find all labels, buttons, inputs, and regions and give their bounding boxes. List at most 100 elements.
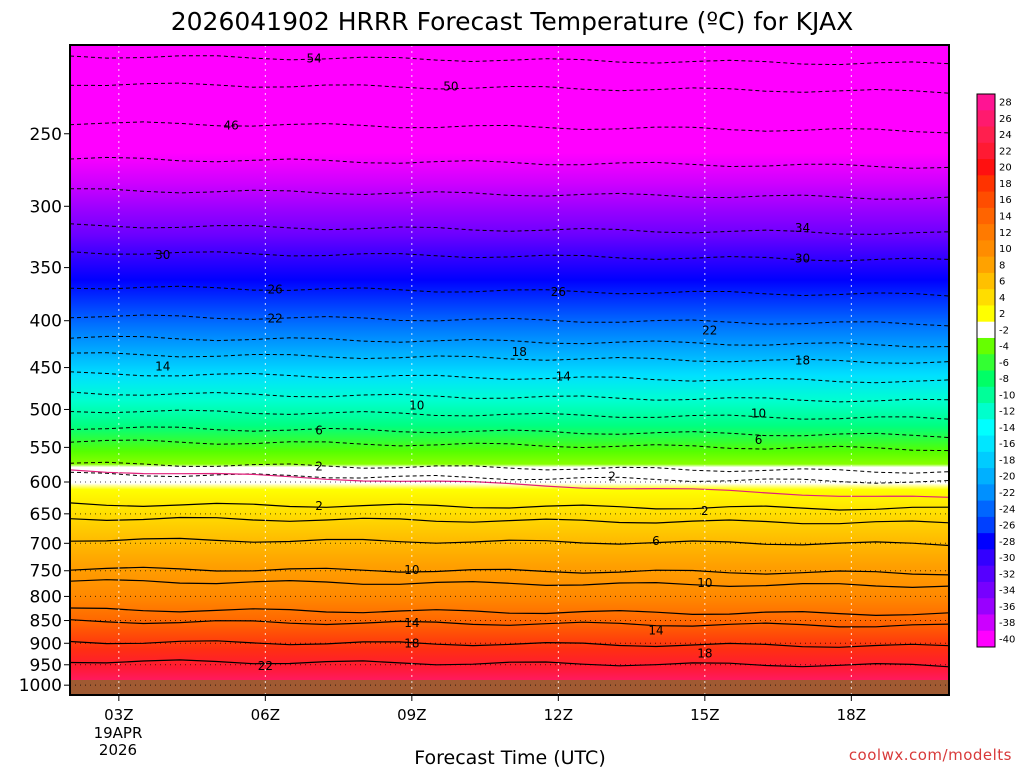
colorbar-label: -12: [999, 407, 1015, 418]
contour-label: 6: [652, 534, 660, 548]
contour-label: 46: [224, 119, 239, 133]
x-tick-label: 06Z: [251, 706, 280, 724]
colorbar-label: -40: [999, 634, 1015, 645]
contour-line: [70, 537, 949, 547]
colorbar-swatch: [977, 516, 995, 534]
colorbar-label: -30: [999, 553, 1015, 564]
colorbar-label: 26: [999, 114, 1012, 125]
x-tick-label: 15Z: [690, 706, 719, 724]
colorbar-label: -22: [999, 488, 1015, 499]
contour-label: 2: [701, 504, 709, 518]
contour-line: [70, 502, 949, 511]
y-tick-label: 900: [30, 634, 62, 654]
colorbar-swatch: [977, 533, 995, 550]
colorbar-swatch: [977, 500, 995, 518]
contour-line: [70, 579, 949, 589]
contour-label: 6: [755, 433, 763, 447]
colorbar-swatch: [977, 386, 995, 404]
colorbar-label: -14: [999, 423, 1015, 434]
y-tick-label: 250: [30, 125, 62, 145]
contour-label: 18: [795, 353, 810, 367]
contour-label: 18: [697, 646, 712, 660]
grid-lines: [70, 45, 949, 695]
contour-label: 50: [443, 80, 458, 94]
contour-label: 18: [404, 636, 419, 650]
plot-frame: [69, 44, 950, 696]
colorbar-swatch: [977, 159, 995, 176]
colorbar-swatch: [977, 614, 995, 632]
colorbar-label: -20: [999, 472, 1015, 483]
colorbar-label: -6: [999, 358, 1009, 369]
colorbar-label: -28: [999, 537, 1015, 548]
colorbar-swatch: [977, 272, 995, 290]
y-axis: 2503003504004505005506006507007508008509…: [19, 125, 70, 696]
colorbar-label: 28: [999, 98, 1012, 109]
contour-label: 30: [155, 248, 170, 262]
colorbar-label: 12: [999, 228, 1012, 239]
y-tick-label: 500: [30, 400, 62, 420]
contour-lines: [70, 55, 949, 668]
colorbar-swatch: [977, 321, 995, 339]
y-tick-label: 700: [30, 534, 62, 554]
colorbar-swatch: [977, 451, 995, 469]
y-tick-label: 850: [30, 612, 62, 632]
y-tick-label: 1000: [19, 676, 62, 696]
y-tick-label: 650: [30, 505, 62, 525]
contour-label: 22: [258, 659, 273, 673]
colorbar: 28 26 24 22 20 18 16 14 12 10 8 6 4 2 -2 -4 -6 -8 -10 -12 -1…: [976, 93, 1015, 648]
contour-line: [70, 619, 949, 628]
colorbar-swatch: [977, 142, 995, 160]
colorbar-swatch: [977, 256, 995, 274]
y-tick-label: 800: [30, 587, 62, 607]
contour-label: 14: [404, 616, 419, 630]
colorbar-label: -24: [999, 504, 1015, 515]
contour-label: 10: [409, 398, 424, 412]
colorbar-swatch: [977, 207, 995, 225]
y-tick-label: 600: [30, 473, 62, 493]
contour-label: 10: [404, 563, 419, 577]
contour-label: 10: [751, 406, 766, 420]
contour-label: 10: [697, 576, 712, 590]
y-tick-label: 750: [30, 562, 62, 582]
colorbar-label: -4: [999, 342, 1009, 353]
colorbar-label: -16: [999, 439, 1015, 450]
colorbar-swatch: [977, 175, 995, 193]
x-tick-label: 18Z: [837, 706, 866, 724]
contour-label: 26: [551, 285, 566, 299]
colorbar-swatch: [977, 565, 995, 583]
colorbar-label: 6: [999, 277, 1005, 288]
contour-label: 54: [307, 52, 322, 66]
contour-line: [70, 607, 949, 617]
y-tick-label: 950: [30, 656, 62, 676]
colorbar-swatch: [977, 484, 995, 502]
colorbar-label: 22: [999, 146, 1012, 157]
colorbar-label: -34: [999, 586, 1015, 597]
colorbar-swatch: [977, 370, 995, 388]
colorbar-label: -38: [999, 618, 1015, 629]
contour-label: 22: [267, 312, 282, 326]
contour-label: 30: [795, 251, 810, 265]
y-tick-label: 300: [30, 197, 62, 217]
colorbar-label: 14: [999, 211, 1012, 222]
freezing-level-line: [70, 469, 949, 498]
colorbar-swatch: [977, 305, 995, 323]
y-tick-label: 400: [30, 312, 62, 332]
colorbar-swatch: [977, 581, 995, 599]
ground-below-surface: [70, 680, 949, 695]
colorbar-label: 10: [999, 244, 1012, 255]
x-tick-label: 03Z: [104, 706, 133, 724]
contour-label: 14: [556, 369, 571, 383]
colorbar-frame: [976, 93, 996, 648]
contour-label: 14: [155, 360, 170, 374]
colorbar-label: 4: [999, 293, 1005, 304]
y-tick-label: 350: [30, 259, 62, 279]
colorbar-label: 24: [999, 130, 1012, 141]
contour-label: 2: [608, 470, 616, 484]
contour-label: 34: [795, 221, 810, 235]
colorbar-swatch: [977, 240, 995, 258]
contour-label: 18: [512, 345, 527, 359]
colorbar-label: 8: [999, 260, 1005, 271]
colorbar-swatch: [977, 191, 995, 209]
